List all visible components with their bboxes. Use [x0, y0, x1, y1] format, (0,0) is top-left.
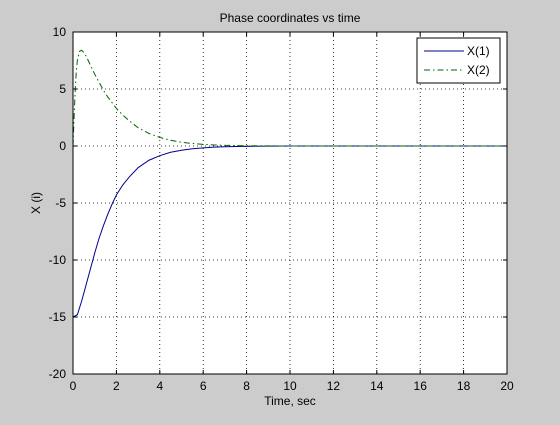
y-tick-label: -5: [55, 196, 66, 210]
y-tick-label: 0: [59, 139, 66, 153]
x-tick-label: 18: [457, 379, 471, 393]
x-tick-label: 2: [113, 379, 120, 393]
y-tick-label: -10: [49, 253, 67, 267]
chart-title: Phase coordinates vs time: [220, 11, 361, 25]
legend-label-x1: X(1): [467, 44, 490, 58]
legend-box: [416, 37, 501, 84]
x-axis-label: Time, sec: [264, 394, 316, 408]
y-axis-label: X (i): [29, 192, 43, 214]
grid-lines: [73, 32, 507, 374]
x-tick-label: 16: [414, 379, 428, 393]
x-tick-label: 8: [243, 379, 250, 393]
series-lines: [72, 49, 507, 318]
series-line-x1: [72, 145, 507, 318]
y-tick-label: -15: [49, 310, 67, 324]
x-tick-label: 0: [70, 379, 77, 393]
tick-marks: [72, 31, 508, 375]
x-tick-label: 4: [156, 379, 163, 393]
tick-labels: 0 2 4 6 8 10 12 14 16 18 20 -20 -15 -10 -5 0 5 10: [49, 25, 514, 393]
x-tick-label: 12: [327, 379, 341, 393]
y-tick-label: 10: [53, 25, 67, 39]
legend: X(1) X(2): [416, 37, 501, 84]
legend-label-x2: X(2): [467, 63, 490, 77]
y-tick-label: 5: [59, 82, 66, 96]
y-tick-label: -20: [49, 367, 67, 381]
series-line-x2: [72, 49, 507, 147]
x-tick-label: 14: [370, 379, 384, 393]
x-tick-label: 20: [500, 379, 514, 393]
x-tick-label: 6: [200, 379, 207, 393]
x-tick-label: 10: [283, 379, 297, 393]
